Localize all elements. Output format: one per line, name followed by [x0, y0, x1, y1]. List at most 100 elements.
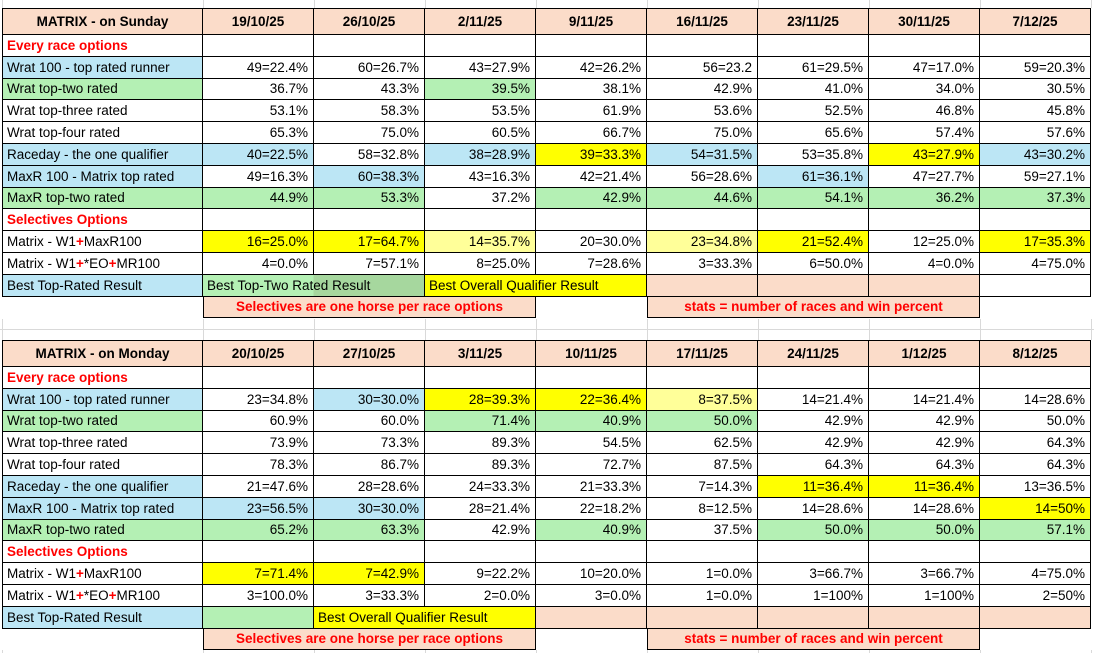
cell[interactable]: 43=27.9%	[425, 56, 536, 79]
cell[interactable]: 53.5%	[425, 100, 536, 123]
note-stats[interactable]: stats = number of races and win percent	[647, 296, 980, 319]
cell[interactable]: 7=57.1%	[314, 252, 425, 275]
cell[interactable]: 49=16.3%	[203, 165, 314, 188]
cell[interactable]: 40.9%	[536, 410, 647, 433]
cell[interactable]: 23=56.5%	[203, 497, 314, 520]
cell[interactable]: 49=22.4%	[203, 56, 314, 79]
cell[interactable]	[758, 606, 869, 629]
cell[interactable]	[314, 209, 425, 232]
cell[interactable]: 3=33.3%	[647, 252, 758, 275]
cell[interactable]: 53.6%	[647, 100, 758, 123]
cell[interactable]	[647, 209, 758, 232]
row-label[interactable]: Wrat 100 - top rated runner	[2, 388, 203, 411]
cell[interactable]: 61.9%	[536, 100, 647, 123]
note-stats[interactable]: stats = number of races and win percent	[647, 628, 980, 651]
cell[interactable]: 21=52.4%	[758, 231, 869, 253]
cell[interactable]: 14=28.6%	[869, 497, 980, 520]
cell[interactable]	[536, 541, 647, 564]
cell[interactable]: 52.5%	[758, 100, 869, 123]
cell[interactable]: 43.3%	[314, 78, 425, 101]
cell[interactable]: 22=18.2%	[536, 497, 647, 520]
cell[interactable]	[2, 628, 203, 651]
cell[interactable]: 30=30.0%	[314, 497, 425, 520]
cell[interactable]: 21=33.3%	[536, 475, 647, 498]
cell[interactable]	[536, 35, 647, 57]
note-selectives[interactable]: Selectives are one horse per race option…	[203, 296, 536, 319]
section-label[interactable]: Every race options	[2, 35, 203, 57]
cell[interactable]: 7=71.4%	[203, 563, 314, 585]
cell[interactable]	[647, 541, 758, 564]
cell[interactable]: 4=0.0%	[203, 252, 314, 275]
row-label[interactable]: Wrat 100 - top rated runner	[2, 56, 203, 79]
date-header[interactable]: 30/11/25	[869, 8, 980, 35]
cell[interactable]: 58.3%	[314, 100, 425, 123]
cell[interactable]: 42=21.4%	[536, 165, 647, 188]
cell[interactable]: 28=28.6%	[314, 475, 425, 498]
cell[interactable]: 50.0%	[980, 410, 1091, 433]
cell[interactable]	[869, 367, 980, 389]
cell[interactable]: 78.3%	[203, 454, 314, 476]
cell[interactable]	[869, 606, 980, 629]
cell[interactable]: 20=30.0%	[536, 231, 647, 253]
row-label[interactable]: Raceday - the one qualifier	[2, 143, 203, 166]
cell[interactable]: 60.0%	[314, 410, 425, 433]
cell[interactable]: 57.1%	[980, 519, 1091, 542]
section-label[interactable]: Every race options	[2, 367, 203, 389]
cell[interactable]	[647, 606, 758, 629]
cell[interactable]: 53=35.8%	[758, 143, 869, 166]
date-header[interactable]: 19/10/25	[203, 8, 314, 35]
cell[interactable]: 4=75.0%	[980, 563, 1091, 585]
cell[interactable]: 28=21.4%	[425, 497, 536, 520]
date-header[interactable]: 3/11/25	[425, 340, 536, 367]
cell[interactable]: 43=16.3%	[425, 165, 536, 188]
cell[interactable]: 1=0.0%	[647, 563, 758, 585]
row-label[interactable]: Best Top-Rated Result	[2, 274, 203, 297]
cell[interactable]: 53.1%	[203, 100, 314, 123]
date-header[interactable]: 9/11/25	[536, 8, 647, 35]
cell[interactable]: 60=38.3%	[314, 165, 425, 188]
cell[interactable]: 30.5%	[980, 78, 1091, 101]
cell[interactable]: 2=50%	[980, 584, 1091, 607]
cell[interactable]: 89.3%	[425, 432, 536, 455]
cell[interactable]: 53.3%	[314, 187, 425, 210]
cell[interactable]: 14=50%	[980, 497, 1091, 520]
cell[interactable]: 3=0.0%	[536, 584, 647, 607]
cell[interactable]: 47=27.7%	[869, 165, 980, 188]
date-header[interactable]: 2/11/25	[425, 8, 536, 35]
row-label[interactable]: Wrat top-two rated	[2, 78, 203, 101]
table-title[interactable]: MATRIX - on Sunday	[2, 8, 203, 35]
cell[interactable]	[980, 606, 1091, 629]
cell[interactable]: 43=30.2%	[980, 143, 1091, 166]
row-label[interactable]: Matrix - W1 + MaxR100	[2, 563, 203, 585]
cell[interactable]: 37.2%	[425, 187, 536, 210]
cell[interactable]	[536, 628, 647, 651]
cell[interactable]: 1=100%	[869, 584, 980, 607]
cell[interactable]: 8=25.0%	[425, 252, 536, 275]
cell[interactable]: 64.3%	[869, 454, 980, 476]
cell[interactable]: 89.3%	[425, 454, 536, 476]
cell[interactable]	[647, 367, 758, 389]
date-header[interactable]: 1/12/25	[869, 340, 980, 367]
cell[interactable]: 4=0.0%	[869, 252, 980, 275]
cell[interactable]: 65.2%	[203, 519, 314, 542]
cell[interactable]: 46.8%	[869, 100, 980, 123]
cell[interactable]: 65.3%	[203, 122, 314, 144]
cell[interactable]: 61=29.5%	[758, 56, 869, 79]
cell[interactable]	[2, 296, 203, 319]
cell[interactable]	[425, 367, 536, 389]
cell[interactable]	[203, 35, 314, 57]
cell[interactable]: 24=33.3%	[425, 475, 536, 498]
footer-result-label[interactable]: Best Overall Qualifier Result	[314, 606, 536, 629]
cell[interactable]: 37.3%	[980, 187, 1091, 210]
cell[interactable]: 14=35.7%	[425, 231, 536, 253]
cell[interactable]: 42.9%	[869, 432, 980, 455]
row-label[interactable]: MaxR 100 - Matrix top rated	[2, 165, 203, 188]
cell[interactable]: 34.0%	[869, 78, 980, 101]
date-header[interactable]: 16/11/25	[647, 8, 758, 35]
cell[interactable]: 9=22.2%	[425, 563, 536, 585]
cell[interactable]: 71.4%	[425, 410, 536, 433]
date-header[interactable]: 24/11/25	[758, 340, 869, 367]
cell[interactable]	[203, 209, 314, 232]
cell[interactable]	[314, 367, 425, 389]
cell[interactable]: 64.3%	[980, 432, 1091, 455]
